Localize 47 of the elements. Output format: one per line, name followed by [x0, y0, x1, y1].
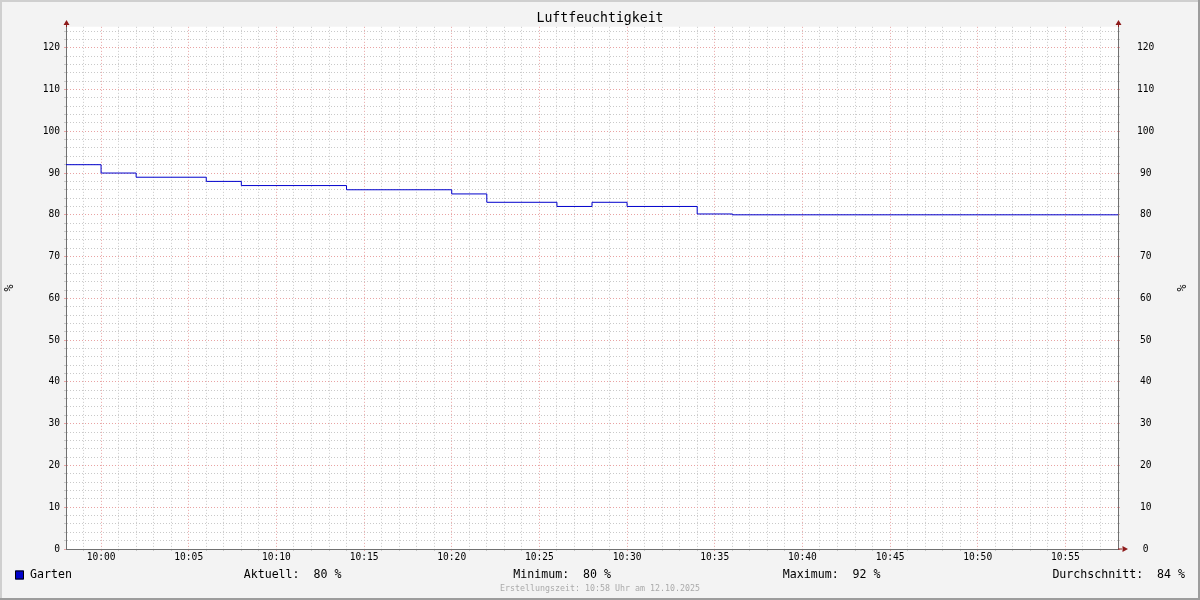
y2-tick-label: 30 [1139, 417, 1152, 429]
x-tick-label: 10:15 [349, 551, 379, 563]
y2-tick-label: 120 [1137, 41, 1155, 53]
text: Minimum: 80 % [513, 567, 612, 582]
y2-tick-label: 20 [1139, 458, 1152, 470]
text: Durchschnitt: 84 % [1052, 567, 1186, 582]
y2-tick-label: 90 [1139, 166, 1152, 178]
x-tick-label: 10:30 [612, 551, 642, 563]
y2-tick-label: 110 [1137, 83, 1155, 94]
y-tick-label: 50 [48, 333, 61, 345]
chart-title: Luftfeuchtigkeit [536, 10, 664, 26]
text: Aktuell: 80 % [243, 567, 342, 582]
y-tick-label: 40 [48, 375, 61, 387]
y2-tick-label: 70 [1139, 250, 1152, 262]
y2-tick-label: 80 [1139, 208, 1152, 220]
y-tick-label: 120 [42, 41, 61, 53]
y-tick-label: 30 [48, 417, 61, 429]
x-tick-label: 10:20 [437, 551, 467, 563]
y-tick-label: 90 [48, 166, 61, 178]
text: Erstellungszeit: 10:58 Uhr am 12.10.2025 [500, 583, 700, 594]
y-tick-label: 60 [48, 291, 61, 303]
y2-tick-label: 0 [1142, 542, 1149, 554]
y2-tick-label: 60 [1139, 291, 1152, 303]
y-tick-label: 0 [54, 542, 61, 554]
x-tick-label: 10:40 [787, 551, 818, 563]
y-tick-label: 10 [48, 500, 61, 512]
y-axis-title: % [1, 284, 16, 292]
y2-tick-label: 10 [1139, 500, 1152, 512]
x-tick-label: 10:45 [875, 551, 905, 563]
text: Maximum: 92 % [782, 567, 881, 582]
x-tick-label: 10:35 [700, 551, 730, 563]
y-tick-label: 70 [48, 250, 61, 262]
x-tick-label: 10:10 [261, 551, 292, 563]
y2-tick-label: 100 [1137, 124, 1155, 136]
legend-label: Garten [30, 567, 72, 582]
y2-tick-label: 40 [1139, 375, 1152, 387]
y-tick-label: 80 [48, 208, 61, 220]
x-tick-label: 10:05 [174, 551, 204, 563]
y-tick-label: 110 [42, 83, 61, 94]
x-tick-label: 10:00 [86, 551, 116, 563]
x-tick-label: 10:25 [524, 551, 554, 563]
y-tick-label: 100 [42, 124, 61, 136]
y2-tick-label: 50 [1139, 333, 1152, 345]
y-tick-label: 20 [48, 458, 61, 470]
x-tick-label: 10:50 [963, 551, 993, 563]
x-tick-label: 10:55 [1050, 551, 1080, 563]
y2-axis-title: % [1174, 284, 1189, 292]
